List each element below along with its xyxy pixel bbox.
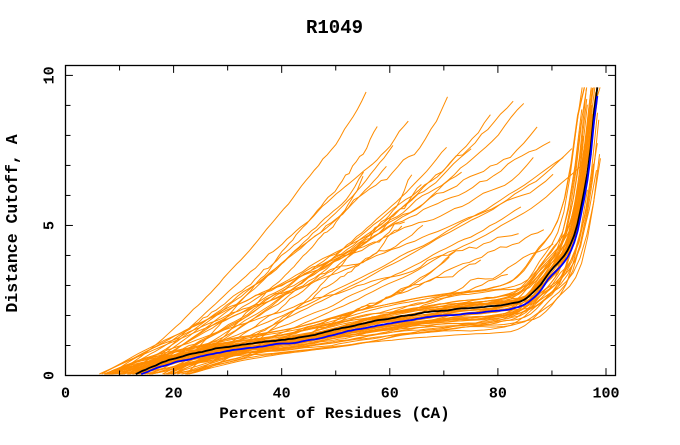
svg-text:100: 100	[592, 386, 619, 403]
svg-text:Percent of Residues (CA): Percent of Residues (CA)	[219, 405, 449, 423]
svg-text:40: 40	[273, 386, 291, 403]
svg-text:R1049: R1049	[306, 17, 363, 39]
svg-text:10: 10	[41, 66, 58, 84]
svg-text:5: 5	[41, 221, 58, 230]
svg-text:Distance Cutoff, A: Distance Cutoff, A	[3, 134, 22, 312]
svg-text:60: 60	[381, 386, 399, 403]
svg-text:0: 0	[41, 371, 58, 380]
svg-text:0: 0	[61, 386, 70, 403]
svg-text:20: 20	[165, 386, 183, 403]
svg-text:80: 80	[489, 386, 507, 403]
